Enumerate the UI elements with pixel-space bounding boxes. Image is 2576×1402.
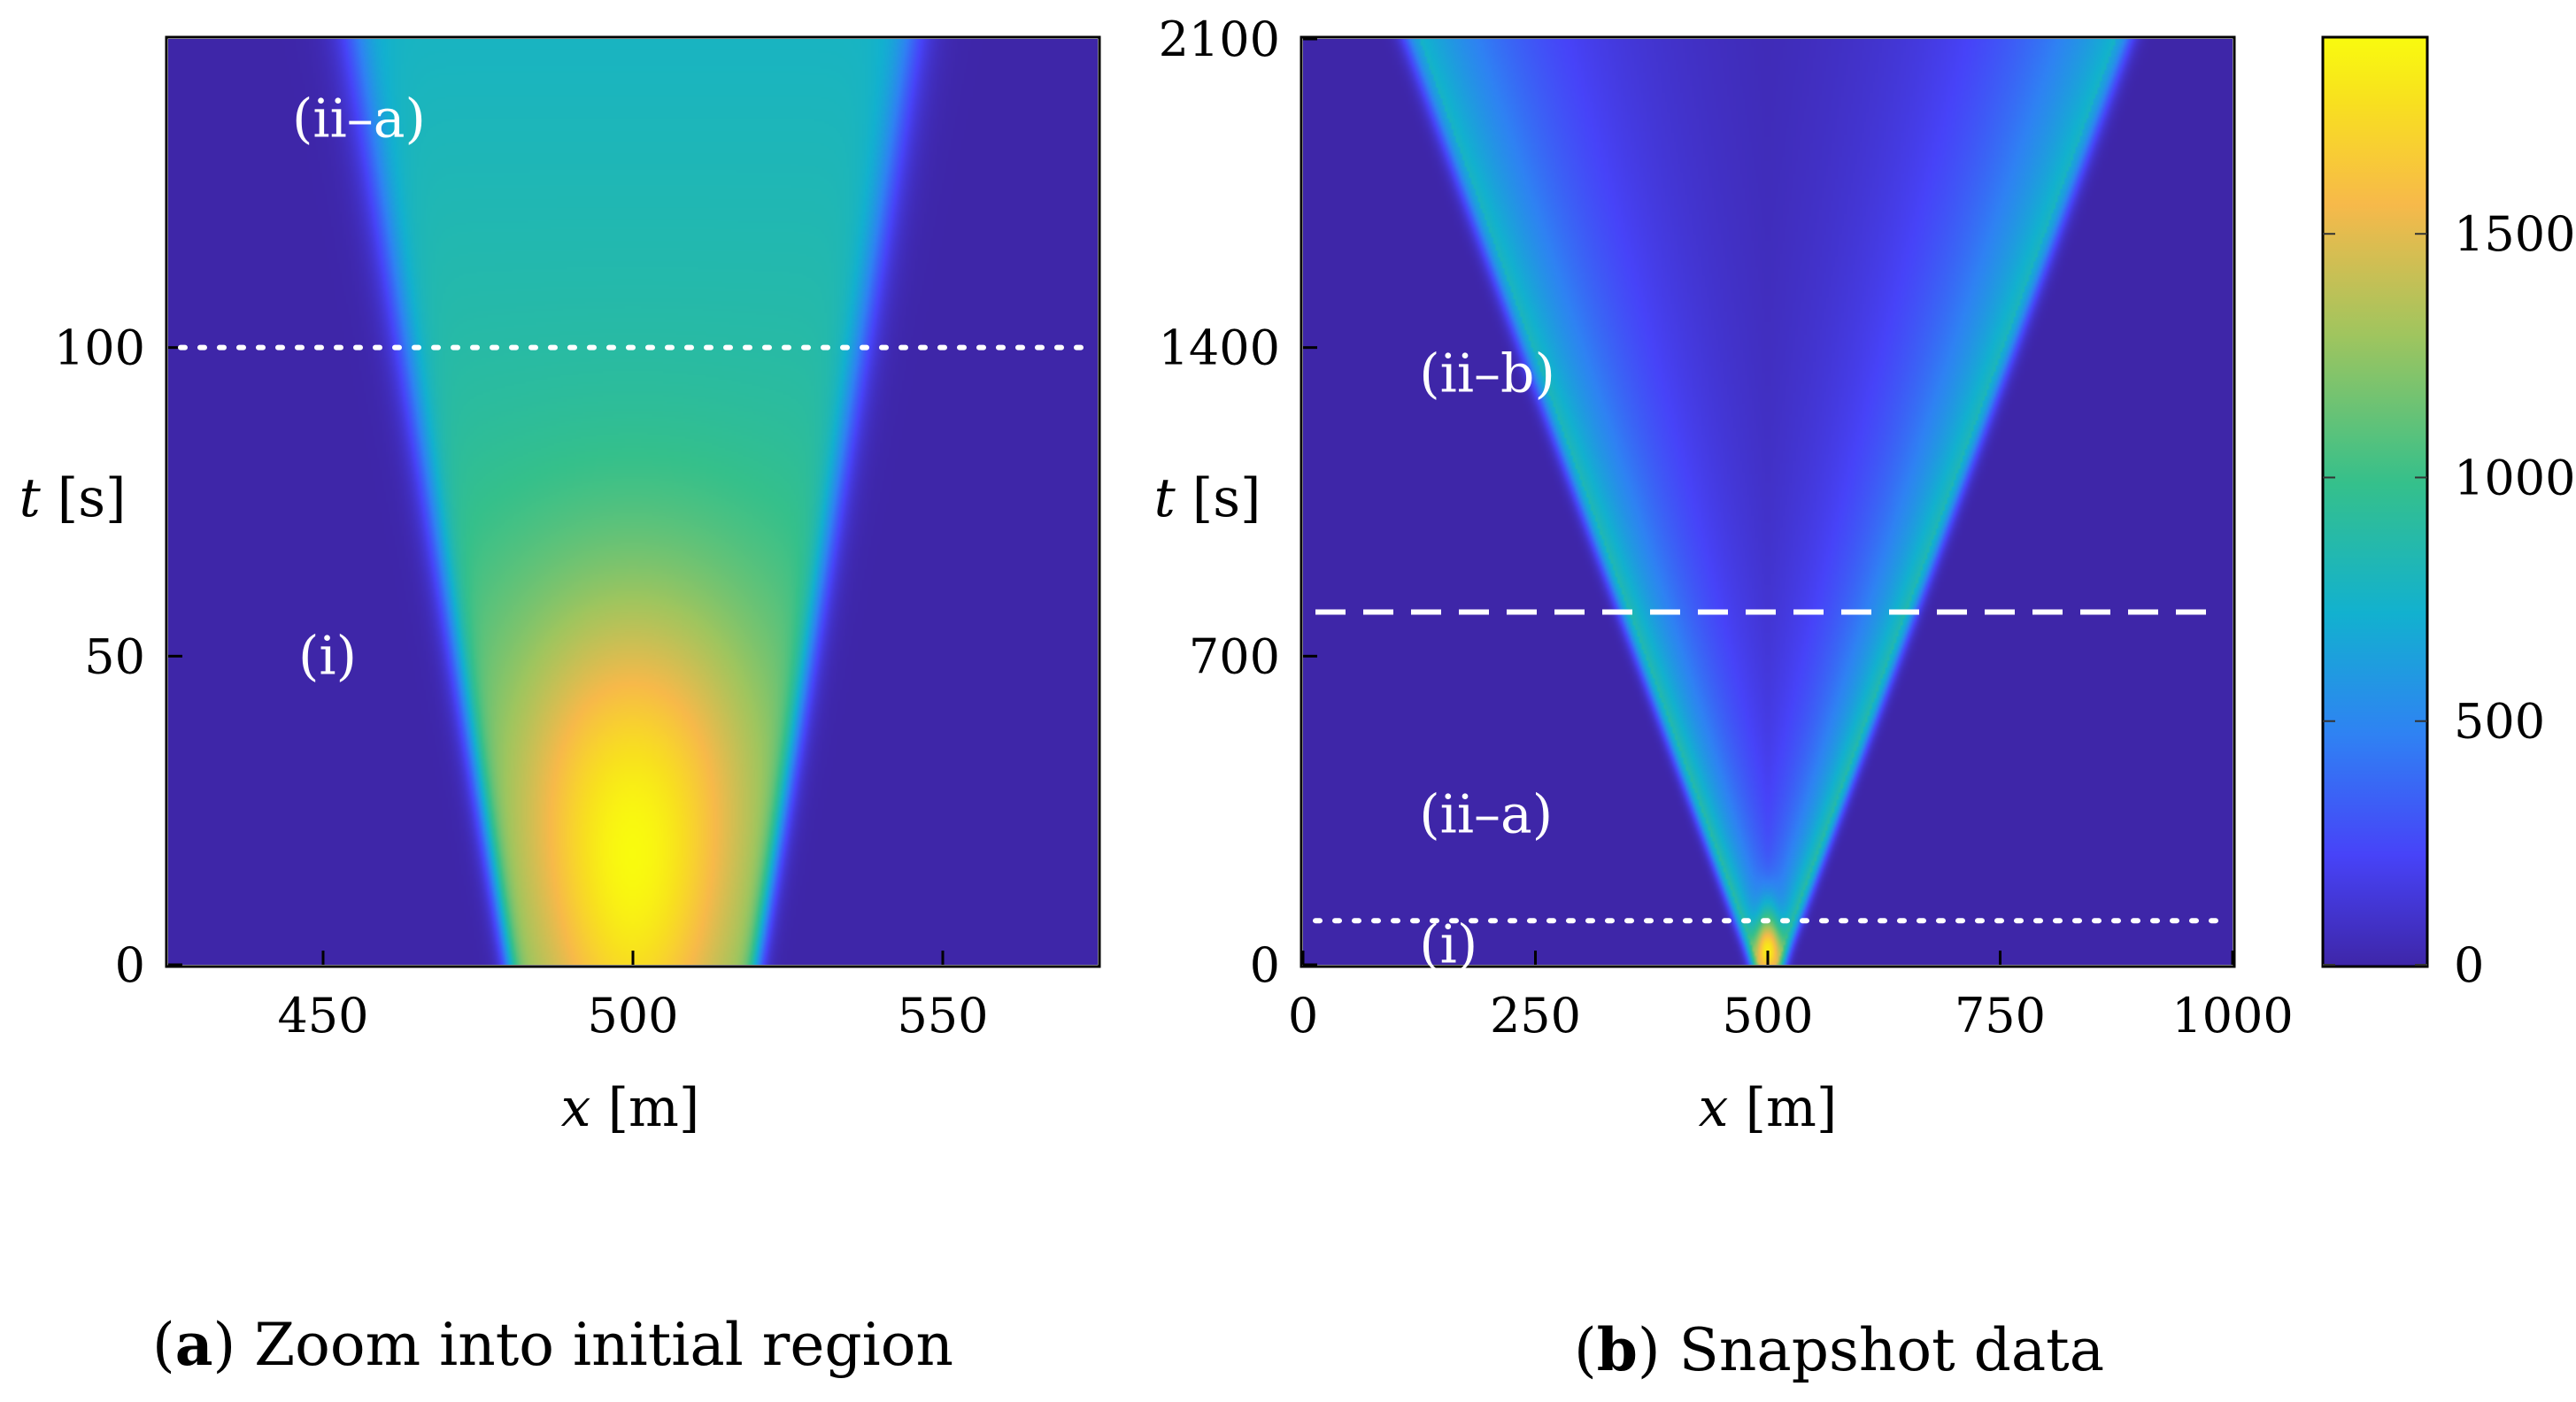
colorbar-tick-label: 1000 — [2454, 450, 2575, 505]
region-label: (ii–a) — [292, 89, 426, 150]
panel-b-caption-letter: b — [1597, 1315, 1638, 1384]
x-tick-label: 250 — [1490, 988, 1581, 1044]
region-label: (i) — [298, 625, 357, 687]
panel-b-y-ticks: 0 700 1400 2100 — [1159, 12, 1317, 993]
colorbar-gradient — [2321, 35, 2429, 968]
panel-b-frame — [1300, 35, 2236, 968]
panel-b-x-ticks: 0 250 500 750 1000 — [1288, 951, 2294, 1044]
panel-b-caption: (b) Snapshot data — [1574, 1315, 2104, 1384]
panel-a-xlabel-var: x — [561, 1077, 591, 1139]
x-tick-label: 500 — [1722, 988, 1813, 1044]
y-tick-label: 700 — [1189, 628, 1280, 684]
panel-a-heatmap — [168, 39, 1098, 965]
y-tick-label: 1400 — [1159, 320, 1280, 376]
panel-b-ylabel: t [s] — [1154, 467, 1261, 529]
y-tick-label: 2100 — [1159, 12, 1280, 67]
panel-a-ylabel-var: t — [19, 467, 42, 529]
panel-a-annotations: (ii–a) (i) — [292, 89, 426, 688]
region-label: (ii–a) — [1419, 784, 1553, 846]
panel-a-y-ticks: 0 50 100 — [54, 320, 182, 993]
x-tick-label: 550 — [897, 988, 988, 1044]
panel-a-caption-text: Zoom into initial region — [254, 1311, 953, 1379]
panel-b-annotations: (ii–b) (ii–a) (i) — [1419, 343, 1555, 976]
panel-b-ylabel-unit: [s] — [1192, 467, 1261, 529]
colorbar: 0 500 1000 1500 — [2321, 35, 2575, 993]
panel-a: 450 500 550 0 50 100 (ii–a) (i) x [m] t [s] (… — [19, 35, 1101, 1379]
panel-b-xlabel-unit: [m] — [1746, 1077, 1838, 1139]
panel-a-frame — [165, 35, 1101, 968]
panel-a-xlabel: x [m] — [561, 1077, 700, 1139]
panel-b: 0 250 500 750 1000 0 700 1400 2100 (ii–b) (ii–a)… — [1154, 12, 2294, 1384]
region-label: (ii–b) — [1419, 343, 1555, 405]
panel-b-xlabel-var: x — [1699, 1077, 1729, 1139]
x-tick-label: 0 — [1288, 988, 1318, 1044]
y-tick-label: 50 — [84, 628, 145, 684]
panel-b-heatmap — [1303, 39, 2233, 965]
colorbar-tick-label: 500 — [2454, 694, 2545, 750]
panel-b-xlabel: x [m] — [1699, 1077, 1838, 1139]
x-tick-label: 1000 — [2171, 988, 2293, 1044]
panel-a-ylabel-unit: [s] — [58, 467, 127, 529]
x-tick-label: 750 — [1955, 988, 2046, 1044]
panel-b-caption-text: Snapshot data — [1679, 1316, 2104, 1384]
y-tick-label: 0 — [1250, 937, 1280, 993]
panel-b-reference-lines — [1313, 609, 2223, 924]
y-tick-label: 0 — [115, 937, 145, 993]
colorbar-ticks: 0 500 1000 1500 — [2323, 206, 2575, 993]
x-tick-label: 500 — [587, 988, 678, 1044]
region-label: (i) — [1419, 914, 1477, 976]
colorbar-tick-label: 0 — [2454, 937, 2484, 993]
panel-a-caption: (a) Zoom into initial region — [152, 1310, 953, 1379]
panel-a-x-ticks: 450 500 550 — [277, 951, 989, 1044]
panel-a-caption-letter: a — [175, 1310, 213, 1379]
y-tick-label: 100 — [54, 320, 145, 376]
x-tick-label: 450 — [277, 988, 368, 1044]
panel-a-xlabel-unit: [m] — [608, 1077, 700, 1139]
colorbar-tick-label: 1500 — [2454, 206, 2575, 262]
panel-a-ylabel: t [s] — [19, 467, 127, 529]
panel-b-ylabel-var: t — [1154, 467, 1176, 529]
